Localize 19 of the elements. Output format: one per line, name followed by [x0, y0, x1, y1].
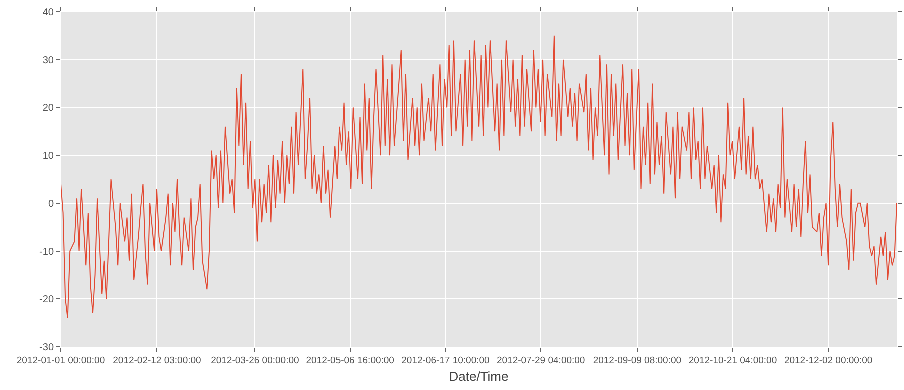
x-tick-label: 2012-06-17 10:00:00 [402, 355, 490, 366]
y-tick-label: -20 [40, 294, 54, 306]
x-tick-label: 2012-07-29 04:00:00 [497, 355, 586, 366]
x-tick-label: 2012-12-02 00:00:00 [784, 355, 873, 366]
y-tick-label: 10 [42, 151, 54, 162]
x-tick-label: 2012-01-01 00:00:00 [16, 355, 106, 366]
x-tick-label: 2012-03-26 00:00:00 [211, 355, 300, 366]
y-tick-label: 40 [42, 8, 54, 18]
y-tick-label: -10 [40, 246, 54, 258]
x-tick-label: 2012-10-21 04:00:00 [688, 355, 778, 366]
x-axis-title: Date/Time [449, 369, 509, 384]
y-tick-label: 0 [48, 198, 54, 210]
y-tick-label: -30 [40, 342, 54, 354]
y-tick-label: 30 [42, 55, 54, 66]
line-series [61, 35, 897, 319]
x-tick-label: 2012-02-12 03:00:00 [113, 355, 202, 366]
y-tick-label: 20 [42, 103, 54, 114]
x-tick-label: 2012-09-09 08:00:00 [593, 355, 682, 366]
x-tick-label: 2012-05-06 16:00:00 [306, 355, 394, 366]
